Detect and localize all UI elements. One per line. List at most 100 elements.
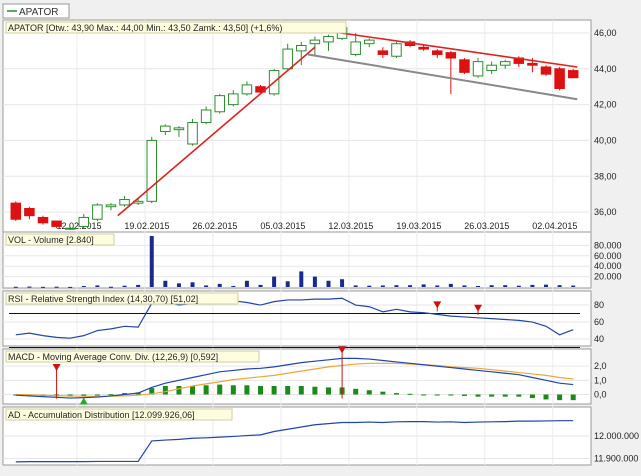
rsi-tick-label: 40 bbox=[594, 334, 604, 344]
ad-title-box bbox=[5, 408, 233, 421]
macd-tick-label: 2,0 bbox=[594, 361, 607, 371]
volume-bar bbox=[462, 285, 467, 287]
volume-bar bbox=[244, 280, 249, 287]
rsi-tick-label: 80 bbox=[594, 300, 604, 310]
candle-up bbox=[119, 199, 130, 206]
legend-label: APATOR bbox=[19, 7, 58, 18]
rsi-title: RSI - Relative Strength Index (14,30,70)… bbox=[8, 294, 198, 304]
price-tick-label: 38,00 bbox=[594, 171, 617, 181]
volume-panel bbox=[2, 231, 592, 289]
legend-box[interactable] bbox=[2, 3, 70, 19]
candle-up bbox=[350, 41, 361, 55]
macd-hist-bar bbox=[122, 393, 128, 395]
macd-hist-bar bbox=[162, 386, 168, 395]
volume-bar bbox=[108, 286, 113, 288]
volume-title: VOL - Volume [2.840] bbox=[8, 235, 94, 245]
x-tick-label: 02.04.2015 bbox=[532, 221, 577, 231]
candle-up bbox=[146, 139, 158, 202]
volume-bar bbox=[95, 285, 100, 287]
candle-down bbox=[418, 46, 429, 50]
macd-hist-bar bbox=[325, 387, 331, 395]
candle-up bbox=[391, 43, 402, 57]
macd-buy-marker bbox=[79, 397, 88, 405]
volume-bar bbox=[571, 285, 576, 287]
volume-bar bbox=[122, 285, 127, 287]
volume-bar bbox=[380, 285, 385, 287]
volume-bar bbox=[190, 282, 195, 287]
macd-sell-marker bbox=[338, 346, 347, 354]
volume-bar bbox=[476, 285, 481, 287]
macd-hist-bar bbox=[149, 388, 155, 395]
macd-hist-bar bbox=[81, 394, 87, 396]
volume-bar bbox=[299, 271, 304, 287]
candle-down bbox=[377, 50, 389, 55]
macd-hist-bar bbox=[353, 388, 359, 395]
macd-hist-bar bbox=[366, 390, 372, 395]
price-title-box bbox=[5, 21, 347, 34]
macd-hist-bar bbox=[230, 385, 236, 395]
candle-up bbox=[282, 48, 293, 70]
candle-down bbox=[540, 66, 552, 75]
candle-up bbox=[214, 95, 225, 113]
candle-down bbox=[24, 208, 35, 217]
x-tick-label: 12.03.2015 bbox=[328, 221, 373, 231]
macd-hist-bar bbox=[421, 394, 427, 396]
macd-hist-bar bbox=[244, 385, 250, 395]
candle-up bbox=[323, 36, 334, 43]
x-tick-label: 19.02.2015 bbox=[124, 221, 169, 231]
volume-bar bbox=[149, 236, 154, 287]
rsi-line bbox=[15, 297, 574, 339]
macd-hist-bar bbox=[529, 394, 535, 399]
volume-bar bbox=[13, 286, 18, 288]
volume-bar bbox=[448, 283, 453, 287]
price-tick-label: 42,00 bbox=[594, 100, 617, 110]
volume-bar bbox=[258, 284, 263, 287]
volume-bar bbox=[503, 285, 508, 287]
chart-series-layer: 12.02.201519.02.201526.02.201505.03.2015… bbox=[3, 20, 639, 465]
macd-hist-bar bbox=[516, 394, 522, 397]
volume-title-box bbox=[5, 233, 115, 246]
trendline-uptrend bbox=[117, 46, 316, 217]
candle-down bbox=[554, 68, 565, 89]
candle-down bbox=[527, 62, 538, 66]
candle-up bbox=[187, 122, 198, 145]
ad-tick-label: 12.000.000 bbox=[594, 431, 639, 441]
x-tick-label: 26.03.2015 bbox=[464, 221, 509, 231]
macd-line bbox=[15, 357, 574, 399]
macd-hist-bar bbox=[108, 394, 114, 396]
macd-hist-bar bbox=[298, 386, 304, 395]
candle-up bbox=[200, 109, 212, 124]
volume-bar bbox=[544, 284, 549, 287]
macd-hist-bar bbox=[285, 386, 291, 395]
macd-hist-bar bbox=[461, 394, 467, 396]
price-tick-label: 46,00 bbox=[594, 28, 617, 38]
trendline-resistance bbox=[328, 30, 578, 68]
candle-up bbox=[92, 204, 103, 220]
rsi-title-box bbox=[5, 292, 239, 305]
volume-bar bbox=[557, 285, 562, 287]
price-panel bbox=[2, 19, 592, 233]
volume-bar bbox=[530, 284, 535, 287]
rsi-tick-label: 60 bbox=[594, 317, 604, 327]
macd-title: MACD - Moving Average Conv. Div. (12,26,… bbox=[8, 352, 218, 362]
volume-tick-label: 20.000 bbox=[594, 272, 622, 282]
macd-hist-bar bbox=[570, 394, 576, 401]
candle-up bbox=[486, 64, 497, 72]
candle-up bbox=[173, 127, 185, 131]
candle-down bbox=[10, 202, 22, 220]
macd-tick-label: 0,0 bbox=[594, 390, 607, 400]
candle-up bbox=[160, 125, 171, 132]
volume-bar bbox=[68, 286, 73, 288]
price-tick-label: 40,00 bbox=[594, 135, 617, 145]
volume-bar bbox=[353, 285, 358, 287]
ad-tick-label: 11.900.000 bbox=[594, 454, 638, 464]
rsi-signal-marker bbox=[474, 304, 483, 312]
volume-bar bbox=[326, 280, 331, 287]
macd-hist-bar bbox=[543, 394, 549, 400]
volume-bar bbox=[54, 286, 59, 288]
candle-down bbox=[51, 220, 62, 227]
macd-hist-bar bbox=[557, 394, 563, 401]
candle-up bbox=[228, 93, 239, 106]
volume-bar bbox=[516, 285, 521, 287]
